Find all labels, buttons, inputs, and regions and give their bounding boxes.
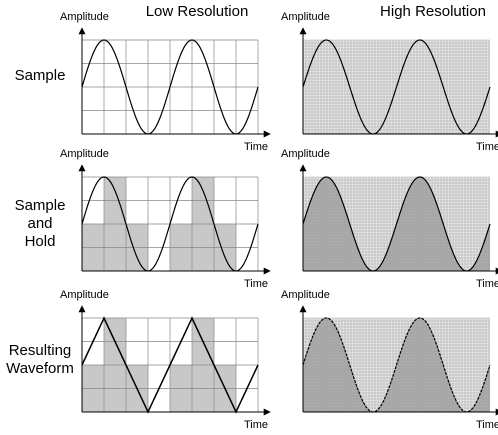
waveform xyxy=(81,39,259,135)
x-axis-label: Time xyxy=(244,419,268,431)
waveform xyxy=(81,316,259,414)
x-axis-label: Time xyxy=(476,278,498,290)
row-label: Sample xyxy=(15,197,66,214)
row-label: Hold xyxy=(25,233,56,250)
x-axis-label: Time xyxy=(476,419,498,431)
x-axis-label: Time xyxy=(244,278,268,290)
column-header: High Resolution xyxy=(380,3,486,20)
row-label: Sample xyxy=(15,67,66,84)
row-label: Resulting xyxy=(9,342,72,359)
waveform xyxy=(302,317,491,413)
row-label: and xyxy=(27,215,52,232)
y-axis-label: Amplitude xyxy=(281,11,330,23)
y-axis-label: Amplitude xyxy=(60,148,109,160)
waveform xyxy=(81,176,259,272)
y-axis-label: Amplitude xyxy=(281,289,330,301)
x-axis-label: Time xyxy=(476,141,498,153)
row-label: Waveform xyxy=(6,360,74,377)
y-axis-label: Amplitude xyxy=(60,11,109,23)
column-header: Low Resolution xyxy=(146,3,249,20)
waveform xyxy=(302,176,491,272)
y-axis-label: Amplitude xyxy=(60,289,109,301)
x-axis-label: Time xyxy=(244,141,268,153)
y-axis-label: Amplitude xyxy=(281,148,330,160)
waveform xyxy=(302,39,491,135)
